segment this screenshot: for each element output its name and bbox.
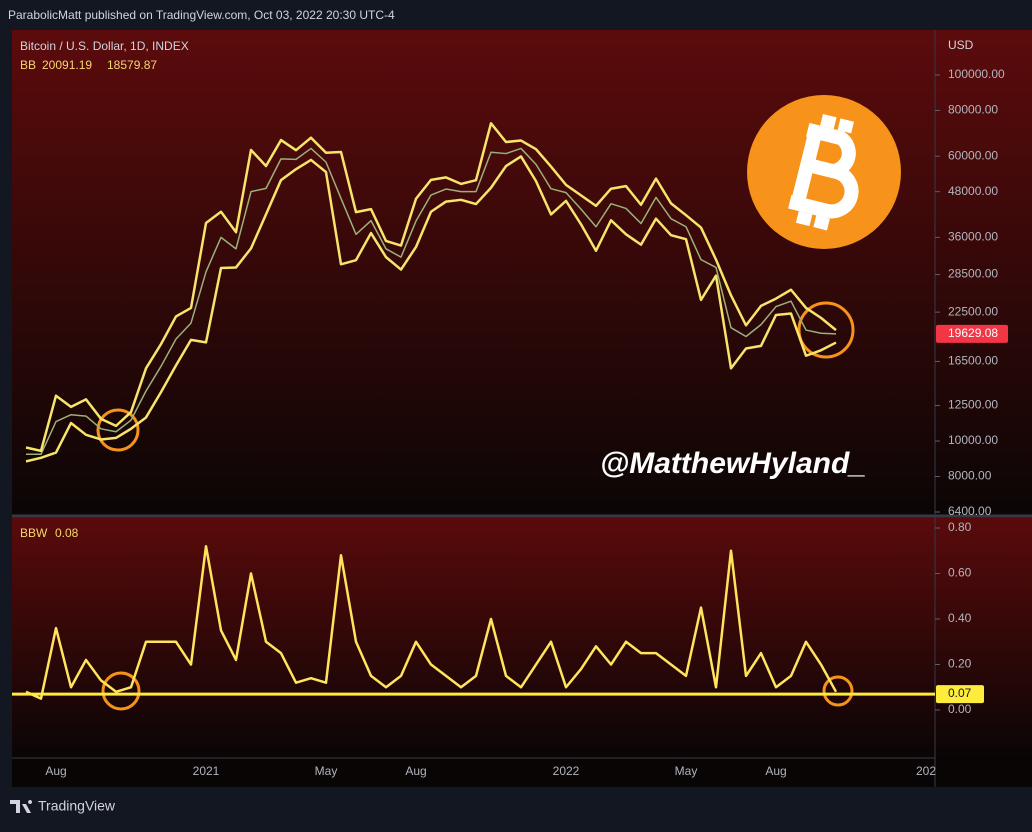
watermark: @MatthewHyland_ [600,447,866,480]
last-price-bg [936,324,1008,343]
header-text: ParabolicMatt published on TradingView.c… [8,8,395,22]
y-tick-label: 8000.00 [948,469,992,483]
last-price-label: 19629.08 [948,326,998,340]
series-line [26,147,837,456]
x-tick-label: 2021 [193,764,220,778]
reference-label: 0.07 [948,686,972,700]
reference-label-bg [936,685,984,704]
x-tick-label: Aug [45,764,66,778]
price-pane [12,30,1032,515]
y-tick-label: 16500.00 [948,354,998,368]
footer-logo [10,800,33,813]
y-tick-label: 100000.00 [948,67,1005,81]
y-tick-label: 12500.00 [948,398,998,412]
currency-label: USD [948,38,974,52]
series-line [25,122,837,453]
series-line [25,155,837,463]
plot [25,122,837,463]
y-tick-label: 10000.00 [948,433,998,447]
y-tick-label: 80000.00 [948,103,998,117]
x-tick-label: Aug [765,764,786,778]
time-axis [12,758,1032,787]
plot [12,544,935,700]
annotation-circles [96,301,855,711]
y-tick-label: 0.60 [948,566,972,580]
symbol-title: Bitcoin / U.S. Dollar, 1D, INDEX [20,39,189,53]
indicator-value: 18579.87 [107,58,157,72]
x-tick-label: May [315,764,338,778]
y-tick-label: 0.80 [948,520,972,534]
footer-brand: TradingView [38,798,116,814]
y-tick-label: 22500.00 [948,304,998,318]
x-tick-label: 2022 [553,764,580,778]
x-tick-label: May [675,764,698,778]
y-tick-label: 60000.00 [948,148,998,162]
y-tick-label: 48000.00 [948,184,998,198]
y-tick-label: 28500.00 [948,267,998,281]
y-tick-label: 0.00 [948,702,972,716]
series-line [25,544,838,700]
y-tick-label: 0.40 [948,611,972,625]
y-tick-label: 6400.00 [948,504,992,518]
x-tick-label: 202 [916,764,936,778]
indicator-value: 0.08 [55,526,79,540]
y-tick-label: 0.20 [948,657,972,671]
indicator-value: 20091.19 [42,58,92,72]
bitcoin-logo [747,95,901,249]
y-tick-label: 36000.00 [948,230,998,244]
bbw-pane [12,518,1032,758]
x-tick-label: Aug [405,764,426,778]
indicator-name: BBW [20,526,48,540]
indicator-name: BB [20,58,36,72]
